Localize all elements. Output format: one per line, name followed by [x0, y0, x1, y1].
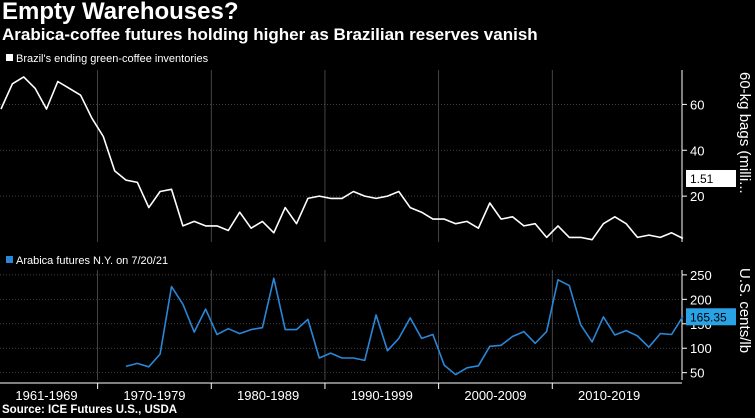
- futures-legend-swatch: [6, 256, 13, 263]
- inventory-legend-label: Brazil's ending green-coffee inventories: [16, 53, 209, 65]
- futures-y-tick-label: 200: [690, 292, 712, 307]
- x-tick-label: 2000-2009: [464, 388, 526, 403]
- futures-legend-label: Arabica futures N.Y. on 7/20/21: [16, 255, 168, 267]
- chart-title: Empty Warehouses?: [2, 0, 239, 25]
- source-note: Source: ICE Futures U.S., USDA: [2, 404, 178, 416]
- inventory-y-tick-label: 20: [690, 189, 704, 204]
- inventory-y-tick-label: 40: [690, 143, 704, 158]
- x-tick-label: 1961-1969: [15, 388, 77, 403]
- futures-y-axis-title: U.S. cents/lb: [736, 268, 753, 353]
- inventory-series-line: [0, 76, 684, 241]
- inventory-last-value-callout: [686, 170, 736, 187]
- inventory-last-value-label: 1.51: [690, 172, 714, 186]
- futures-last-value-callout: [686, 308, 736, 326]
- x-tick-label: 1980-1989: [237, 388, 299, 403]
- x-tick-label: 1970-1979: [123, 388, 185, 403]
- futures-last-value-label: 165.35: [690, 310, 727, 324]
- futures-y-tick-label: 50: [690, 366, 704, 381]
- x-tick-label: 1990-1999: [351, 388, 413, 403]
- chart-subtitle: Arabica-coffee futures holding higher as…: [2, 25, 538, 44]
- futures-series-line: [125, 277, 684, 376]
- x-tick-label: 2010-2019: [578, 388, 640, 403]
- inventory-y-axis-title: 60-kg bags (milli...: [736, 72, 753, 194]
- futures-y-tick-label: 100: [690, 341, 712, 356]
- inventory-legend-swatch: [6, 54, 13, 61]
- inventory-y-tick-label: 60: [690, 97, 704, 112]
- futures-y-tick-label: 250: [690, 268, 712, 283]
